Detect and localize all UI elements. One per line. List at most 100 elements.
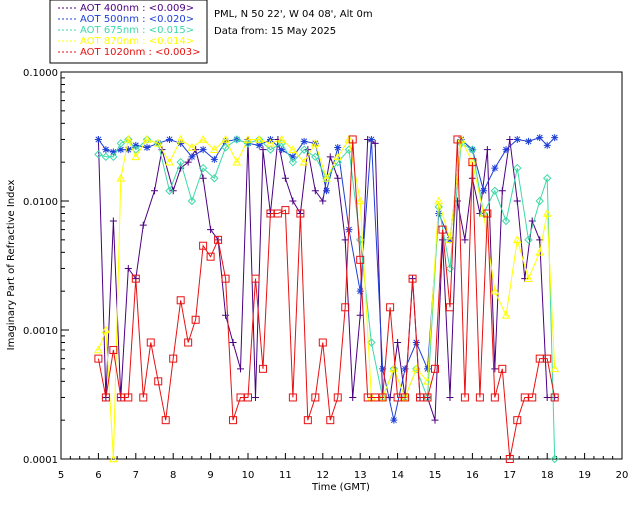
data-point-asterisk [124, 146, 132, 154]
data-point-square [311, 393, 320, 402]
data-point-plus [207, 226, 215, 234]
data-point-asterisk [109, 148, 117, 156]
legend-entry: AOT 870nm : <0.014> [80, 36, 194, 47]
data-point-square [124, 393, 133, 402]
data-point-plus [513, 197, 521, 205]
data-point-diamond [255, 135, 264, 144]
series-aot-1020nm [94, 135, 559, 463]
data-point-plus [281, 174, 289, 182]
data-point-triangle [116, 173, 126, 182]
y-tick-label: 0.0100 [23, 197, 58, 208]
data-point-asterisk [210, 155, 218, 163]
data-point-triangle [524, 274, 533, 282]
data-point-asterisk [367, 135, 375, 143]
data-point-diamond [344, 145, 354, 154]
series-line [97, 139, 556, 460]
data-point-asterisk [390, 416, 398, 424]
data-point-plus [259, 146, 267, 154]
data-point-square [438, 225, 447, 234]
data-point-square [333, 393, 342, 402]
data-point-asterisk [480, 187, 488, 195]
data-point-triangle [501, 310, 511, 319]
chart-title: PML, N 50 22', W 04 08', Alt 0m [214, 9, 373, 20]
data-point-plus [192, 146, 200, 154]
chart-subtitle: Data from: 15 May 2025 [214, 26, 336, 37]
legend: AOT 400nm : <0.009>AOT 500nm : <0.020> AO… [49, 0, 208, 64]
data-point-square [356, 255, 365, 264]
series-layer [94, 134, 560, 464]
data-point-square [288, 393, 297, 402]
data-point-plus [386, 393, 394, 401]
data-point-square [453, 135, 462, 144]
data-point-triangle [254, 134, 264, 143]
data-point-asterisk [401, 365, 409, 373]
data-point-triangle [355, 196, 365, 205]
data-point-square [498, 364, 507, 373]
data-point-asterisk [536, 134, 544, 142]
data-point-asterisk [323, 187, 331, 195]
data-point-plus [371, 139, 379, 147]
data-point-diamond [116, 139, 126, 148]
legend-entry: AOT 500nm : <0.020> [80, 14, 194, 25]
data-point-square [139, 393, 148, 402]
data-point-square [296, 209, 305, 218]
data-point-diamond [535, 196, 544, 206]
x-tick-label: 15 [429, 470, 442, 481]
data-point-asterisk [543, 141, 551, 149]
data-point-diamond [445, 264, 455, 273]
data-point-square [146, 338, 155, 347]
x-tick-label: 17 [503, 470, 516, 481]
data-point-square [206, 252, 215, 261]
data-point-diamond [109, 152, 118, 162]
data-point-plus [341, 236, 349, 244]
y-axis: 0.0001 0.0010 0.0100 0.1000 [23, 68, 69, 466]
data-point-plus [199, 174, 207, 182]
data-point-asterisk [132, 141, 140, 149]
x-tick-label: 18 [541, 470, 554, 481]
data-point-square [490, 393, 499, 402]
data-point-triangle [550, 364, 560, 373]
data-point-diamond [288, 157, 298, 167]
data-point-triangle [333, 152, 343, 161]
data-point-square [431, 364, 439, 373]
x-tick-label: 10 [242, 470, 255, 481]
data-point-asterisk [424, 365, 432, 373]
data-point-triangle [153, 138, 163, 147]
data-point-triangle [322, 173, 331, 182]
x-tick-label: 8 [170, 470, 176, 481]
data-point-square [214, 235, 223, 244]
data-point-asterisk [143, 143, 151, 151]
data-point-asterisk [255, 141, 263, 149]
x-tick-label: 13 [354, 470, 367, 481]
x-tick-label: 19 [578, 470, 591, 481]
data-point-square [251, 274, 260, 283]
data-point-asterisk [300, 137, 308, 145]
x-tick-label: 9 [207, 470, 213, 481]
data-point-square [244, 393, 252, 402]
data-point-square [199, 241, 208, 250]
data-point-triangle [165, 157, 174, 166]
data-point-asterisk [278, 146, 286, 154]
y-tick-label: 0.0010 [23, 326, 58, 337]
data-point-square [131, 274, 140, 283]
data-point-asterisk [222, 137, 230, 145]
data-point-asterisk [502, 146, 510, 154]
legend-entry: AOT 400nm : <0.009> [80, 3, 194, 14]
data-point-triangle [209, 145, 219, 153]
data-point-square [258, 364, 267, 373]
data-point-square [460, 393, 469, 402]
data-point-triangle [266, 138, 275, 147]
data-point-square [348, 135, 357, 144]
data-point-square [281, 206, 290, 215]
data-point-diamond [221, 143, 230, 152]
data-point-plus [311, 187, 319, 195]
data-point-asterisk [94, 135, 102, 143]
data-point-asterisk [188, 153, 196, 161]
data-point-plus [528, 217, 536, 225]
data-point-triangle [101, 325, 111, 334]
data-point-triangle [542, 208, 552, 217]
data-point-plus [251, 393, 259, 401]
data-point-plus [506, 135, 514, 143]
data-point-asterisk [513, 135, 521, 143]
data-point-asterisk [177, 139, 185, 147]
